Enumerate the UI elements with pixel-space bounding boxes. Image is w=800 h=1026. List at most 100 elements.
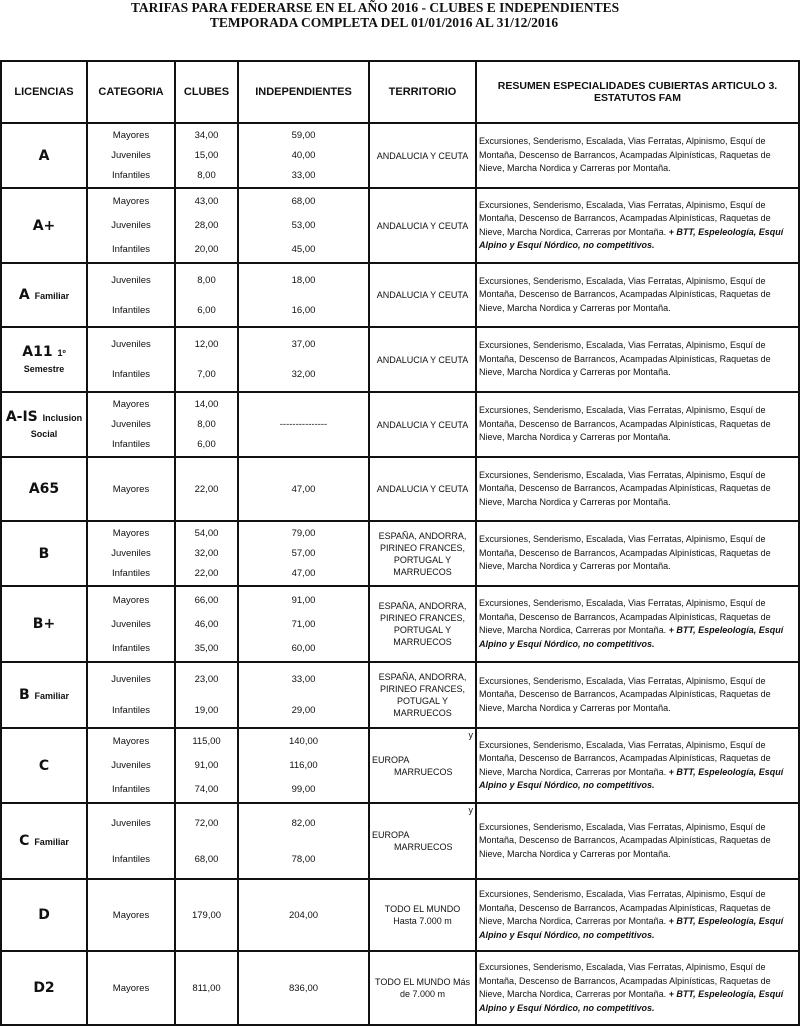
clubes-value: 811,00	[192, 982, 221, 994]
licencia-code: A	[18, 287, 30, 303]
categoria-value: Infantiles	[111, 439, 151, 451]
territorio-europa: EUROPA	[372, 754, 410, 765]
licencia-code: B	[38, 545, 50, 562]
categoria-value: Juveniles	[111, 338, 151, 350]
licencia-cell: D	[0, 878, 88, 952]
especialidades-extra: + BTT, Espeleología, Esquí Alpino y Esqu…	[479, 766, 784, 791]
categoria-cell: Mayores Juveniles Infantiles	[86, 391, 176, 458]
independientes-cell: 47,00	[237, 456, 370, 522]
categoria-value: Mayores	[112, 398, 150, 410]
categoria-value: Juveniles	[111, 274, 151, 286]
especialidades-extra: + BTT, Espeleología, Esquí Alpino y Esqu…	[479, 916, 784, 940]
clubes-list: 22,00	[176, 459, 237, 519]
especialidades-text: Excursiones, Senderismo, Escalada, Vias …	[479, 889, 771, 926]
independientes-cell: 91,00 71,00 60,00	[237, 585, 370, 663]
licencia-code: C	[38, 757, 50, 774]
clubes-list: 8,00 6,00	[176, 265, 237, 325]
categoria-cell: Mayores	[86, 878, 176, 952]
categoria-list: Mayores Juveniles Infantiles	[88, 588, 174, 660]
document-title: TARIFAS PARA FEDERARSE EN EL AÑO 2016 - …	[130, 0, 620, 15]
territorio-y: y	[468, 730, 474, 740]
independientes-value: 32,00	[291, 369, 316, 381]
licencia-cell: A Familiar	[0, 262, 88, 328]
independientes-list: 836,00	[239, 953, 368, 1023]
clubes-value: 22,00	[194, 483, 219, 495]
clubes-list: 23,00 19,00	[176, 664, 237, 726]
independientes-list: ---------------	[239, 394, 368, 455]
categoria-value: Juveniles	[111, 817, 151, 829]
categoria-value: Mayores	[112, 483, 150, 495]
territorio-cell: ANDALUCIA Y CEUTA	[368, 391, 477, 458]
table-row: A11 1º Semestre Juveniles Infantiles 12,00 7…	[0, 326, 800, 393]
clubes-value: 54,00	[194, 527, 219, 539]
document-subtitle: TEMPORADA COMPLETA DEL 01/01/2016 AL 31/…	[209, 15, 559, 30]
categoria-cell: Mayores	[86, 950, 176, 1026]
independientes-list: 59,00 40,00 33,00	[239, 125, 368, 186]
especialidades-cell: Excursiones, Senderismo, Escalada, Vias …	[475, 456, 800, 522]
independientes-value: 140,00	[288, 736, 319, 748]
especialidades-text: Excursiones, Senderismo, Escalada, Vias …	[479, 136, 771, 174]
clubes-cell: 14,00 8,00 6,00	[174, 391, 239, 458]
clubes-value: 19,00	[194, 705, 219, 716]
clubes-list: 72,00 68,00	[176, 805, 237, 877]
especialidades-text: Excursiones, Senderismo, Escalada, Vias …	[479, 739, 771, 777]
especialidades-extra: + BTT, Espeleología, Esquí Alpino y Esqu…	[479, 625, 784, 649]
especialidades-cell: Excursiones, Senderismo, Escalada, Vias …	[475, 520, 800, 587]
especialidades-cell: Excursiones, Senderismo, Escalada, Vias …	[475, 585, 800, 663]
clubes-list: 54,00 32,00 22,00	[176, 523, 237, 584]
territorio-marruecos: MARRUECOS	[394, 766, 453, 777]
independientes-value: 79,00	[291, 527, 316, 539]
categoria-list: Juveniles Infantiles	[88, 265, 174, 325]
especialidades-text: Excursiones, Senderismo, Escalada, Vias …	[479, 821, 771, 859]
clubes-value: 68,00	[194, 853, 219, 865]
clubes-value: 8,00	[197, 170, 216, 182]
table-row: B Familiar Juveniles Infantiles 23,00 19,00 3…	[0, 661, 800, 729]
table-row: B Mayores Juveniles Infantiles 54,00 32,00 22,…	[0, 520, 800, 587]
territorio-cell: ANDALUCIA Y CEUTA	[368, 326, 477, 393]
categoria-value: Mayores	[112, 527, 150, 539]
categoria-value: Infantiles	[111, 642, 151, 654]
licencia-cell: B	[0, 520, 88, 587]
especialidades-text: Excursiones, Senderismo, Escalada, Vias …	[479, 598, 771, 635]
independientes-value: 204,00	[288, 909, 319, 921]
licencia-cell: A11 1º Semestre	[0, 326, 88, 393]
licencia-code: D	[38, 907, 50, 923]
territorio-cell: EUROPA y MARRUECOS	[368, 727, 477, 804]
categoria-list: Mayores	[88, 953, 174, 1023]
categoria-value: Mayores	[112, 196, 150, 208]
licencia-code: C	[19, 833, 30, 849]
independientes-value: 116,00	[289, 759, 318, 771]
categoria-list: Juveniles Infantiles	[88, 329, 174, 390]
categoria-cell: Mayores	[86, 456, 176, 522]
categoria-list: Mayores Juveniles Infantiles	[88, 394, 174, 455]
licencia-cell: A-IS Inclusion Social	[0, 391, 88, 458]
especialidades-cell: Excursiones, Senderismo, Escalada, Vias …	[475, 661, 800, 729]
licencia-cell: C Familiar	[0, 802, 88, 880]
independientes-value: 78,00	[291, 853, 316, 865]
independientes-value: 53,00	[291, 219, 316, 231]
independientes-cell: 68,00 53,00 45,00	[237, 187, 370, 264]
clubes-value: 23,00	[194, 674, 219, 685]
clubes-value: 8,00	[197, 274, 216, 286]
categoria-value: Mayores	[112, 594, 150, 606]
clubes-value: 8,00	[197, 418, 216, 430]
independientes-list: 33,00 29,00	[239, 664, 368, 726]
licencia-subtitle: Familiar	[34, 291, 70, 301]
territorio-cell: ANDALUCIA Y CEUTA	[368, 262, 477, 328]
especialidades-cell: Excursiones, Senderismo, Escalada, Vias …	[475, 187, 800, 264]
header-resumen: RESUMEN ESPECIALIDADES CUBIERTAS ARTICUL…	[475, 60, 800, 124]
table-row: A65 Mayores 22,00 47,00 ANDALUCIA Y CEUTA Exc…	[0, 456, 800, 522]
categoria-value: Juveniles	[111, 418, 151, 430]
table-row: A+ Mayores Juveniles Infantiles 43,00 28,00 20…	[0, 187, 800, 264]
especialidades-cell: Excursiones, Senderismo, Escalada, Vias …	[475, 950, 800, 1026]
especialidades-text: Excursiones, Senderismo, Escalada, Vias …	[479, 675, 771, 713]
especialidades-cell: Excursiones, Senderismo, Escalada, Vias …	[475, 122, 800, 189]
territorio-cell: ANDALUCIA Y CEUTA	[368, 122, 477, 189]
independientes-cell: ---------------	[237, 391, 370, 458]
categoria-value: Mayores	[112, 909, 150, 921]
clubes-value: 72,00	[194, 817, 219, 829]
categoria-list: Mayores Juveniles Infantiles	[88, 523, 174, 584]
header-categoria: CATEGORIA	[86, 60, 176, 124]
clubes-value: 74,00	[194, 783, 219, 795]
categoria-value: Juveniles	[111, 547, 151, 559]
